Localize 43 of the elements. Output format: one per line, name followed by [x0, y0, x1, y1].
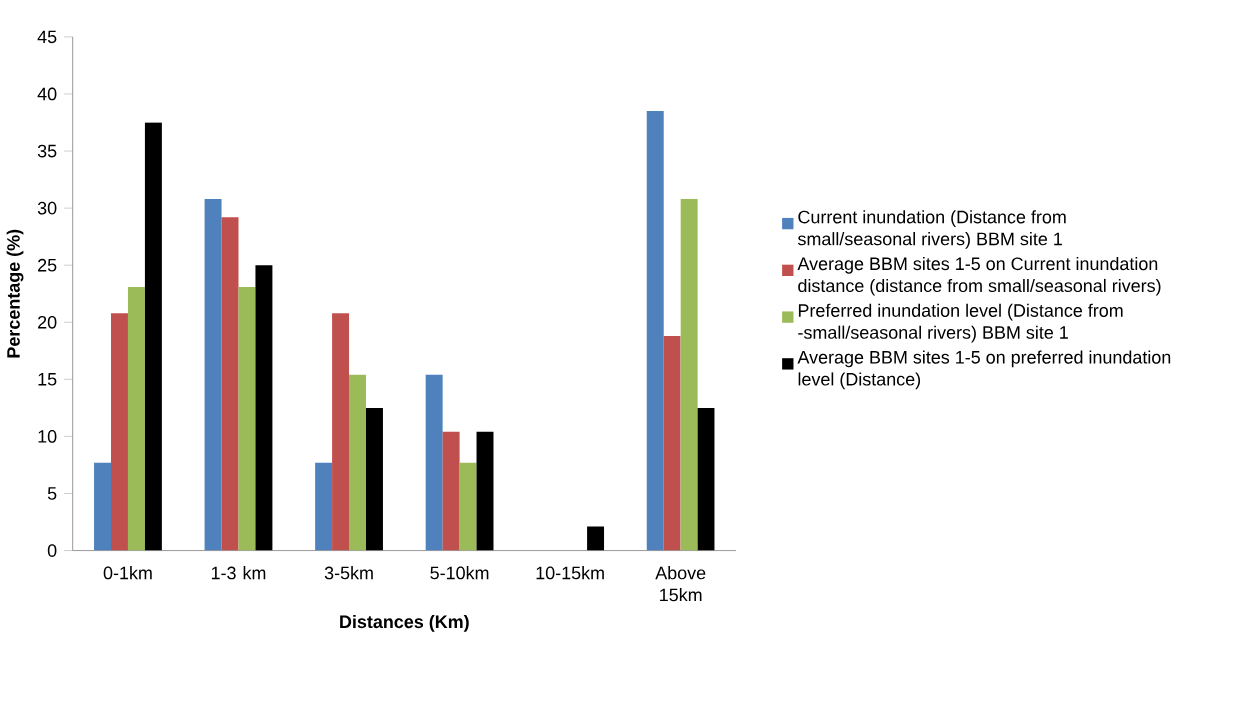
bar: [697, 407, 715, 551]
bar: [332, 313, 350, 551]
bar: [459, 462, 477, 551]
y-tick-label: 45: [37, 30, 57, 44]
bar: [315, 462, 333, 551]
y-tick-label: 35: [37, 144, 57, 158]
bar: [680, 198, 698, 551]
y-tick-label: 10: [38, 429, 57, 443]
x-tick-label: 0-1km: [103, 566, 152, 580]
x-tick-label: 1-3 km: [211, 566, 266, 580]
x-tick-label: Above 15km: [655, 566, 706, 602]
y-tick-label: 30: [37, 201, 57, 215]
legend-label: Average BBM sites 1-5 on Current inundation distance (distance from small/seasonal rivers): [797, 256, 1161, 296]
x-tick-label: 10-15km: [536, 566, 604, 580]
y-tick-label: 20: [38, 315, 57, 329]
x-tick-label: 5-10km: [430, 566, 489, 580]
bar: [221, 217, 239, 551]
y-tick-label: 0: [47, 544, 57, 557]
bar: [587, 526, 605, 551]
bar: [238, 286, 256, 551]
y-tick-label: 40: [37, 87, 57, 101]
legend-label: Average BBM sites 1-5 on preferred inundation level (Distance): [797, 350, 1171, 390]
bar: [425, 374, 443, 551]
y-axis-title: Percentage (%): [6, 229, 24, 358]
bar: [442, 431, 460, 551]
bar: [255, 265, 273, 551]
bar: [663, 335, 681, 551]
bar: [94, 462, 111, 551]
legend-label: Preferred inundation level (Distance from -small/seasonal rivers) BBM site 1: [798, 303, 1123, 343]
legend-label: Current inundation (Distance from small/seasonal rivers) BBM site 1: [797, 210, 1066, 249]
bar: [204, 198, 222, 551]
bar: [646, 111, 664, 551]
bar: [144, 122, 162, 551]
bar: [476, 431, 494, 551]
bar: [111, 313, 128, 551]
bar: [349, 374, 366, 551]
bar: [127, 286, 145, 551]
y-tick-label: 15: [38, 373, 57, 386]
y-tick-label: 5: [47, 487, 57, 500]
y-tick-label: 25: [38, 258, 57, 272]
x-axis-title: Distances (Km): [340, 614, 469, 632]
bar: [366, 407, 383, 551]
x-tick-label: 3-5km: [324, 566, 373, 580]
